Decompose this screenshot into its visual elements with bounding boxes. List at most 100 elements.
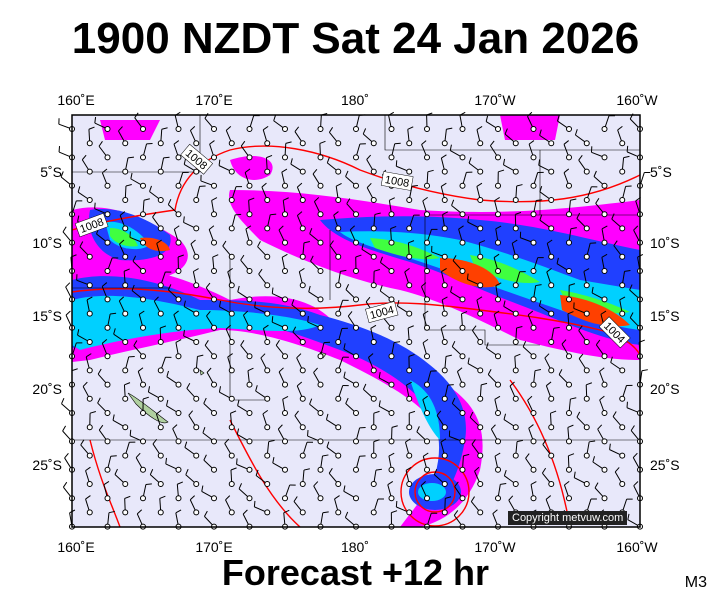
wind-barb-feather (303, 241, 310, 244)
wind-station-dot (424, 239, 430, 246)
wind-station-dot (282, 182, 288, 189)
wind-station-dot (495, 296, 501, 303)
wind-barb-feather (573, 471, 576, 478)
wind-barb-feather (556, 257, 559, 264)
wind-barb-feather (601, 253, 608, 258)
wind-station-dot (441, 282, 448, 289)
wind-station-dot (246, 438, 253, 445)
wind-station-dot (335, 424, 342, 431)
wind-barb-feather (463, 453, 470, 457)
wind-barb-feather (436, 410, 442, 416)
wind-station-dot (157, 367, 164, 374)
wind-barb-feather (408, 353, 415, 357)
wind-station-dot (477, 168, 484, 175)
wind-station-dot (264, 509, 271, 516)
wind-barb-feather (303, 468, 310, 471)
wind-station-dot (495, 154, 501, 161)
wind-station-dot (104, 154, 111, 161)
wind-barb-feather (485, 115, 489, 122)
wind-barb-feather (487, 368, 492, 375)
wind-barb-feather (183, 300, 186, 307)
wind-barb-feather (77, 215, 80, 222)
wind-barb-feather (454, 481, 459, 487)
wind-station-dot (122, 395, 129, 402)
wind-barb-feather (110, 312, 117, 315)
wind-barb-feather (131, 284, 135, 291)
wind-barb-feather (522, 341, 527, 347)
wind-barb-feather (632, 452, 638, 458)
wind-barb-feather (293, 496, 298, 502)
wind-station-dot (406, 168, 413, 175)
wind-barb-feather (208, 225, 215, 230)
wind-station-dot (157, 282, 164, 289)
wind-barb-feather (563, 140, 569, 145)
wind-barb-feather (314, 197, 320, 202)
wind-barb-feather (236, 428, 240, 435)
wind-station-dot (140, 154, 146, 161)
wind-barb-feather (130, 172, 133, 179)
wind-barb-feather (224, 438, 230, 444)
wind-station-dot (122, 310, 129, 317)
wind-barb-feather (457, 367, 463, 372)
wind-station-dot (424, 381, 430, 388)
wind-station-dot (140, 410, 146, 416)
wind-station-dot (246, 154, 253, 161)
wind-station-dot (477, 310, 484, 317)
wind-station-dot (282, 126, 288, 132)
wind-barb-feather (62, 425, 67, 432)
wind-barb-feather (283, 509, 290, 514)
wind-station-dot (122, 197, 129, 203)
wind-station-dot (583, 310, 590, 317)
wind-station-dot (495, 466, 501, 473)
wind-barb-feather (119, 211, 126, 216)
wind-station-dot (104, 268, 111, 274)
wind-station-dot (388, 353, 395, 360)
wind-barb-feather (494, 395, 501, 400)
wind-station-dot (601, 182, 608, 189)
wind-barb-feather (124, 495, 131, 499)
wind-barb-feather (145, 483, 152, 486)
wind-barb-feather (240, 340, 245, 346)
wind-barb-feather (219, 300, 222, 307)
wind-barb-feather (292, 326, 297, 333)
wind-barb-feather (546, 267, 552, 273)
wind-station-dot (566, 324, 572, 331)
wind-station-dot (530, 353, 537, 360)
wind-barb-feather (101, 338, 108, 344)
wind-station-dot (619, 168, 626, 175)
wind-station-dot (282, 438, 288, 445)
wind-barb-feather (299, 268, 305, 273)
wind-barb-feather (173, 310, 179, 315)
wind-barb-feather (592, 456, 596, 463)
wind-barb-feather (458, 225, 464, 230)
wind-station-dot (86, 168, 93, 175)
wind-station-dot (388, 495, 395, 502)
wind-station-dot (193, 339, 200, 345)
wind-barb-feather (541, 467, 547, 474)
wind-station-dot (193, 367, 200, 374)
wind-barb-feather (65, 310, 71, 316)
wind-station-dot (299, 395, 306, 402)
wind-barb-feather (611, 213, 615, 220)
wind-station-dot (299, 282, 306, 289)
wind-barb-feather (161, 127, 168, 130)
wind-station-dot (441, 395, 448, 402)
wind-station-dot (424, 495, 430, 502)
wind-barb-feather (285, 141, 292, 144)
wind-station-dot (512, 367, 519, 374)
wind-station-dot (175, 410, 182, 416)
wind-barb-feather (515, 211, 522, 215)
wind-station-dot (583, 140, 590, 147)
wind-barb-feather (498, 169, 505, 173)
wind-barb-feather (85, 495, 91, 500)
wind-barb-feather (421, 140, 427, 145)
wind-barb-feather (481, 382, 488, 386)
wind-barb-feather (175, 339, 182, 343)
lat-label-15s: 15˚S (32, 308, 62, 324)
wind-barb-feather (511, 239, 518, 244)
wind-station-dot (282, 268, 288, 274)
wind-barb-feather (471, 439, 476, 445)
wind-barb-feather (567, 311, 574, 315)
lon-label-160w-bottom: 160˚W (616, 539, 658, 555)
wind-station-dot (140, 438, 146, 445)
